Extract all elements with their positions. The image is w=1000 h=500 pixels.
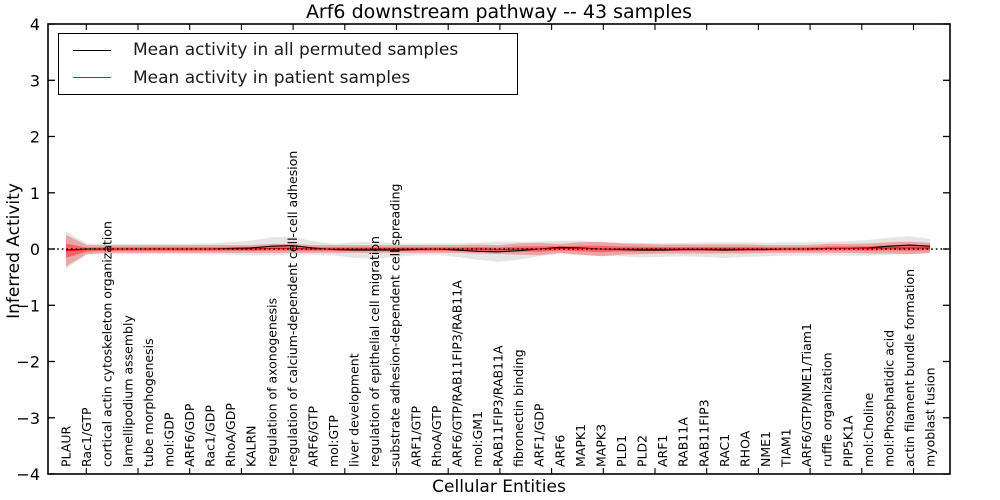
y-tick-label: 3 [30,71,40,90]
entity-tick-label: ARF6/GTP/RAB11FIP3/RAB11A [450,280,465,467]
entity-tick-label: RAB11FIP3/RAB11A [491,345,506,467]
chart-title: Arf6 downstream pathway -- 43 samples [305,1,693,23]
entity-tick-label: ARF1/GDP [532,403,547,467]
y-tick-label: −1 [16,296,40,315]
entity-tick-label: MAPK3 [594,424,609,467]
x-axis-label: Cellular Entities [432,477,566,497]
entity-tick-label: Rac1/GDP [203,405,218,467]
entity-tick-label: myoblast fusion [923,367,938,467]
entity-tick-label: actin filament bundle formation [902,269,917,467]
entity-tick-label: fibronectin binding [511,349,526,467]
y-tick-label: −4 [16,465,40,484]
patient-std-inner-band [66,243,930,258]
entity-tick-label: PLD1 [614,435,629,467]
entity-tick-label: MAPK1 [573,424,588,467]
entity-tick-label: mol:GTP [326,415,341,467]
legend-item-permuted: Mean activity in all permuted samples [59,37,517,64]
entity-tick-label: ARF1/GTP [408,406,423,467]
entity-tick-label: ARF6/GTP [306,406,321,467]
entity-tick-label: Rac1/GTP [79,407,94,467]
entity-tick-label: RAB11A [676,417,691,467]
entity-tick-label: ARF6 [552,435,567,467]
entity-tick-label: PLAUR [59,426,74,467]
entity-tick-label: RhoA/GTP [429,405,444,467]
y-tick-label: 1 [30,184,40,203]
y-tick-label: 2 [30,128,40,147]
patient-std-band [66,234,930,267]
legend-label: Mean activity in patient samples [133,67,411,88]
y-tick-label: 0 [30,240,40,259]
entity-tick-label: RHOA [738,430,753,467]
entity-tick-label: tube morphogenesis [141,338,156,467]
plot-box [47,23,951,475]
entity-tick-label: KALRN [244,425,259,467]
entity-tick-label: ARF1 [655,435,670,467]
entity-tick-label: ARF6/GDP [182,403,197,467]
entity-tick-label: lamellipodium assembly [120,315,135,467]
entity-tick-label: substrate adhesion-dependent cell spread… [388,184,403,467]
y-tick-label: −3 [16,409,40,428]
entity-tick-label: mol:Choline [861,392,876,467]
entity-tick-label: RhoA/GDP [223,403,238,467]
entity-tick-label: TIAM1 [779,428,794,468]
y-tick-label: 4 [30,15,40,34]
entity-tick-label: RAB11FIP3 [696,399,711,467]
entity-tick-label: ARF6/GTP/NME1/Tiam1 [799,323,814,467]
legend-item-patient: Mean activity in patient samples [59,64,517,91]
entity-tick-label: ruffle organization [820,352,835,467]
chart-legend: Mean activity in all permuted samples Me… [58,33,518,95]
entity-tick-label: mol:Phosphatidic acid [882,330,897,467]
entity-tick-label: mol:GM1 [470,411,485,467]
entity-tick-label: liver development [347,353,362,467]
entity-tick-label: mol:GDP [162,412,177,467]
entity-tick-label: NME1 [758,431,773,467]
legend-line-red-icon [73,77,111,79]
legend-line-black-icon [73,49,111,51]
entity-tick-label: RAC1 [717,434,732,467]
entity-tick-label: PIP5K1A [840,415,855,467]
y-axis-label: Inferred Activity [4,183,24,319]
entity-tick-label: regulation of epithelial cell migration [367,236,382,467]
entity-tick-label: regulation of calcium-dependent cell-cel… [285,151,300,467]
legend-label: Mean activity in all permuted samples [133,40,459,61]
y-tick-label: −2 [16,353,40,372]
entity-tick-label: regulation of axonogenesis [264,298,279,467]
entity-tick-label: PLD2 [635,435,650,467]
entity-tick-label: cortical actin cytoskeleton organization [100,221,115,467]
